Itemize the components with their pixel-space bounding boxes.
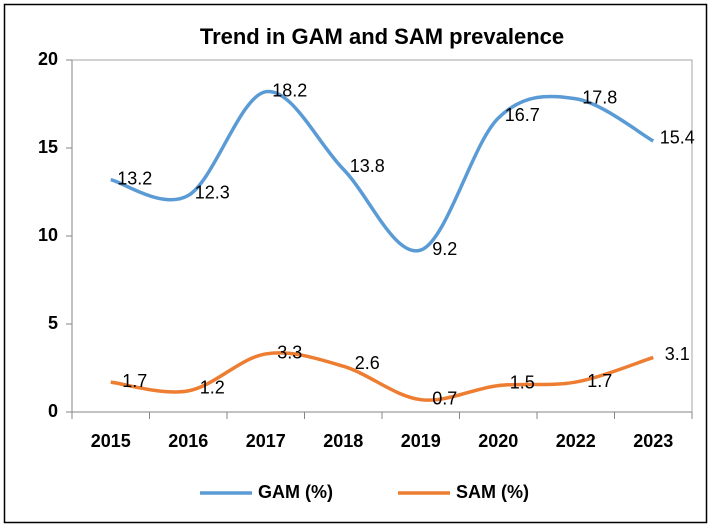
x-tick-label: 2023 — [633, 431, 673, 451]
legend-label: SAM (%) — [456, 482, 529, 502]
x-tick-label: 2022 — [556, 431, 596, 451]
x-tick-label: 2019 — [401, 431, 441, 451]
data-label: 12.3 — [195, 182, 230, 202]
series-line — [110, 351, 654, 402]
data-label: 13.2 — [117, 168, 152, 188]
legend-label: GAM (%) — [258, 482, 333, 502]
data-label: 1.7 — [122, 371, 147, 391]
chart-title: Trend in GAM and SAM prevalence — [200, 24, 564, 49]
y-tick-label: 10 — [38, 225, 58, 245]
y-tick-label: 20 — [38, 49, 58, 69]
y-tick-label: 5 — [48, 313, 58, 333]
x-tick-label: 2017 — [246, 431, 286, 451]
x-tick-label: 2018 — [323, 431, 363, 451]
data-label: 18.2 — [272, 80, 307, 100]
y-tick-label: 15 — [38, 137, 58, 157]
series-line — [110, 89, 655, 253]
chart-border — [3, 3, 708, 524]
data-label: 15.4 — [660, 128, 695, 148]
x-tick-label: 2020 — [478, 431, 518, 451]
data-label: 1.5 — [510, 372, 535, 392]
x-tick-label: 2016 — [168, 431, 208, 451]
y-tick-label: 0 — [48, 401, 58, 421]
data-label: 3.3 — [277, 343, 302, 363]
data-label: 17.8 — [582, 87, 617, 107]
data-label: 2.6 — [355, 353, 380, 373]
data-label: 13.8 — [350, 156, 385, 176]
plot-border — [72, 59, 693, 412]
x-tick-label: 2015 — [91, 431, 131, 451]
data-label: 1.7 — [587, 371, 612, 391]
data-label: 0.7 — [432, 388, 457, 408]
data-label: 1.2 — [200, 378, 225, 398]
data-label: 9.2 — [432, 239, 457, 259]
data-label: 3.1 — [665, 344, 690, 364]
data-label: 16.7 — [505, 105, 540, 125]
